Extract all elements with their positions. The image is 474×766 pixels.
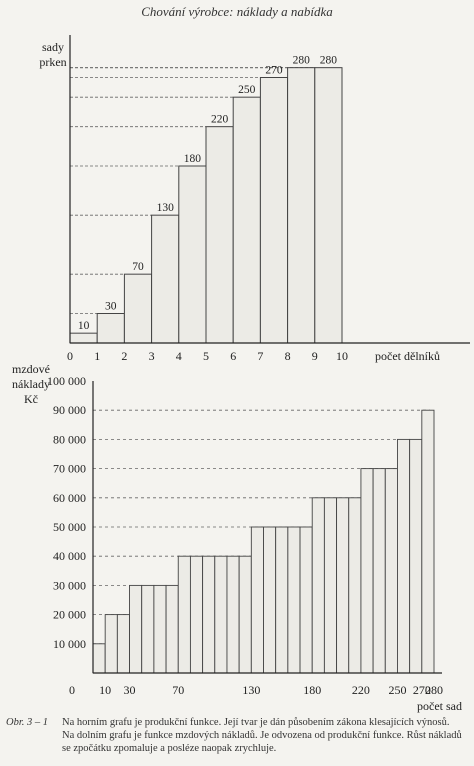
bottom-x-tick-label: 250: [388, 683, 406, 697]
top-bar-value-label: 70: [132, 261, 144, 273]
top-bar-value-label: 130: [157, 202, 175, 214]
bottom-bar: [397, 438, 411, 674]
top-x-axis-label: počet dělníků: [375, 349, 440, 363]
top-bar: [205, 126, 234, 344]
bottom-x-tick-label: 70: [172, 683, 184, 697]
bottom-x-tick-label: 10: [99, 683, 111, 697]
bottom-bar: [92, 643, 106, 674]
bottom-y-tick-label: 40 000: [53, 549, 86, 563]
bottom-y-label-line-3: Kč: [24, 392, 38, 406]
bottom-bar: [238, 555, 252, 674]
bottom-y-label-line-2: náklady: [12, 377, 50, 391]
top-x-tick-label: 10: [336, 349, 348, 363]
bottom-bar: [275, 526, 289, 674]
bottom-bar: [336, 497, 350, 674]
bottom-bar: [299, 526, 313, 674]
top-bar-value-label: 220: [211, 114, 229, 126]
bottom-bar: [372, 468, 386, 674]
top-x-tick-label: 3: [149, 349, 155, 363]
bottom-bar: [384, 468, 398, 674]
top-x-tick-label: 4: [176, 349, 182, 363]
bottom-y-tick-label: 90 000: [53, 403, 86, 417]
bottom-bar: [165, 584, 179, 674]
caption-ref: Obr. 3 – 1: [6, 717, 49, 728]
top-bar-value-label: 30: [105, 301, 117, 313]
top-y-label-line-1: sady: [42, 40, 64, 54]
top-bar: [69, 332, 98, 344]
bottom-y-tick-label: 10 000: [53, 637, 86, 651]
bottom-bar: [250, 526, 264, 674]
bottom-bar: [311, 497, 325, 674]
bottom-bar: [263, 526, 277, 674]
top-x-tick-label: 0: [67, 349, 73, 363]
bottom-x-tick-label: 130: [242, 683, 260, 697]
bottom-bar: [141, 584, 155, 674]
bottom-bar: [202, 555, 216, 674]
top-bar-value-label: 250: [238, 84, 256, 96]
bottom-y-tick-label: 50 000: [53, 520, 86, 534]
top-bar-value-label: 280: [293, 55, 311, 67]
top-x-tick-label: 1: [94, 349, 100, 363]
top-x-tick-label: 5: [203, 349, 209, 363]
bottom-bar: [226, 555, 240, 674]
bottom-bar: [104, 614, 118, 674]
top-x-tick-label: 6: [230, 349, 236, 363]
bottom-bar: [129, 584, 143, 674]
bottom-bar: [323, 497, 338, 674]
bottom-x-axis-label: počet sad: [417, 699, 462, 713]
bottom-y-axis-label: mzdové náklady Kč: [2, 362, 60, 407]
top-bar: [151, 214, 180, 344]
top-bar: [123, 273, 153, 344]
top-bar: [314, 67, 343, 344]
top-x-tick-label: 7: [257, 349, 263, 363]
top-x-tick-label: 8: [285, 349, 291, 363]
top-bar-value-label: 270: [265, 65, 283, 77]
figure-caption: Obr. 3 – 1 Na horním grafu je produkční f…: [6, 716, 468, 755]
bottom-bar: [189, 555, 204, 674]
top-bar: [178, 165, 207, 344]
bottom-bar: [421, 409, 435, 674]
bottom-bar: [360, 468, 374, 674]
bottom-x-tick-label: 0: [69, 683, 75, 697]
top-bar: [259, 77, 289, 344]
bottom-x-tick-label: 30: [124, 683, 136, 697]
top-bar-value-label: 280: [320, 55, 338, 67]
bottom-y-tick-label: 80 000: [53, 432, 86, 446]
bottom-bar: [177, 555, 191, 674]
top-x-tick-label: 2: [121, 349, 127, 363]
top-bar-value-label: 180: [184, 153, 202, 165]
bottom-x-tick-label: 270: [413, 683, 431, 697]
top-bar-value-label: 10: [78, 320, 90, 332]
bottom-x-tick-label: 220: [352, 683, 370, 697]
bottom-bar: [409, 438, 423, 674]
bottom-y-label-line-1: mzdové: [12, 362, 50, 376]
bottom-bar: [153, 584, 167, 674]
page-title: Chování výrobce: náklady a nabídka: [141, 4, 333, 19]
bottom-bar: [287, 526, 301, 674]
top-bar: [287, 67, 316, 344]
bottom-x-tick-label: 280: [425, 683, 443, 697]
bottom-y-tick-label: 20 000: [53, 608, 86, 622]
caption-text: Na horním grafu je produkční funkce. Jej…: [62, 717, 462, 754]
bottom-y-tick-label: 60 000: [53, 491, 86, 505]
bottom-bar: [116, 614, 130, 674]
top-x-tick-label: 9: [312, 349, 318, 363]
top-y-label-line-2: prken: [39, 55, 67, 69]
top-bar: [96, 313, 125, 344]
bottom-bar: [214, 555, 228, 674]
top-y-axis-label: sady prken: [30, 40, 76, 70]
top-bar: [232, 96, 261, 344]
bottom-bar: [348, 497, 362, 674]
bottom-y-tick-label: 30 000: [53, 578, 86, 592]
bottom-y-tick-label: 100 000: [47, 374, 86, 388]
bottom-x-tick-label: 180: [303, 683, 321, 697]
bottom-y-tick-label: 70 000: [53, 462, 86, 476]
